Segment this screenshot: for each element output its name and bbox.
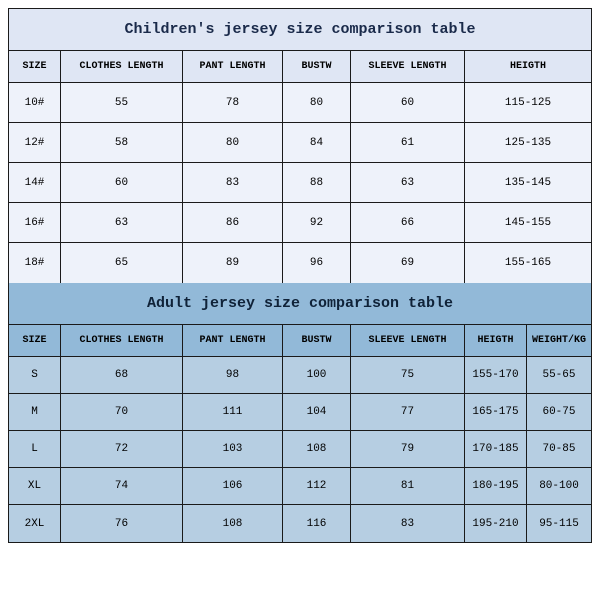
- cell-value: 70: [61, 394, 183, 430]
- col-heigth: HEIGTH: [465, 51, 591, 82]
- table-row: L 72 103 108 79 170-185 70-85: [9, 431, 591, 468]
- cell-value: 170-185: [465, 431, 527, 467]
- cell-value: 76: [61, 505, 183, 542]
- col-bustw: BUSTW: [283, 325, 351, 356]
- cell-value: 80-100: [527, 468, 591, 504]
- col-clothes-length: CLOTHES LENGTH: [61, 325, 183, 356]
- cell-size: 16#: [9, 203, 61, 242]
- col-heigth: HEIGTH: [465, 325, 527, 356]
- cell-value: 83: [183, 163, 283, 202]
- cell-value: 84: [283, 123, 351, 162]
- cell-value: 103: [183, 431, 283, 467]
- col-sleeve-length: SLEEVE LENGTH: [351, 51, 465, 82]
- cell-value: 58: [61, 123, 183, 162]
- cell-value: 145-155: [465, 203, 591, 242]
- cell-value: 100: [283, 357, 351, 393]
- table-row: 14# 60 83 88 63 135-145: [9, 163, 591, 203]
- cell-value: 135-145: [465, 163, 591, 202]
- adult-table: Adult jersey size comparison table SIZE …: [9, 283, 591, 542]
- cell-value: 77: [351, 394, 465, 430]
- cell-value: 108: [283, 431, 351, 467]
- cell-value: 165-175: [465, 394, 527, 430]
- cell-size: 18#: [9, 243, 61, 283]
- cell-value: 63: [61, 203, 183, 242]
- table-row: M 70 111 104 77 165-175 60-75: [9, 394, 591, 431]
- cell-value: 116: [283, 505, 351, 542]
- cell-value: 125-135: [465, 123, 591, 162]
- cell-value: 69: [351, 243, 465, 283]
- cell-value: 111: [183, 394, 283, 430]
- cell-value: 61: [351, 123, 465, 162]
- cell-size: 12#: [9, 123, 61, 162]
- cell-value: 98: [183, 357, 283, 393]
- cell-value: 74: [61, 468, 183, 504]
- cell-value: 68: [61, 357, 183, 393]
- cell-value: 55: [61, 83, 183, 122]
- cell-value: 88: [283, 163, 351, 202]
- cell-size: 14#: [9, 163, 61, 202]
- cell-value: 112: [283, 468, 351, 504]
- children-title: Children's jersey size comparison table: [9, 9, 591, 51]
- col-size: SIZE: [9, 51, 61, 82]
- cell-value: 155-165: [465, 243, 591, 283]
- table-row: 18# 65 89 96 69 155-165: [9, 243, 591, 283]
- cell-value: 65: [61, 243, 183, 283]
- cell-value: 95-115: [527, 505, 591, 542]
- cell-value: 70-85: [527, 431, 591, 467]
- children-table: Children's jersey size comparison table …: [9, 9, 591, 283]
- cell-value: 108: [183, 505, 283, 542]
- cell-value: 96: [283, 243, 351, 283]
- cell-size: XL: [9, 468, 61, 504]
- cell-value: 180-195: [465, 468, 527, 504]
- table-row: XL 74 106 112 81 180-195 80-100: [9, 468, 591, 505]
- cell-value: 75: [351, 357, 465, 393]
- cell-size: M: [9, 394, 61, 430]
- cell-value: 83: [351, 505, 465, 542]
- col-sleeve-length: SLEEVE LENGTH: [351, 325, 465, 356]
- col-clothes-length: CLOTHES LENGTH: [61, 51, 183, 82]
- cell-value: 79: [351, 431, 465, 467]
- cell-value: 195-210: [465, 505, 527, 542]
- cell-value: 60: [351, 83, 465, 122]
- cell-size: L: [9, 431, 61, 467]
- adult-body: S 68 98 100 75 155-170 55-65 M 70 111 10…: [9, 357, 591, 542]
- col-pant-length: PANT LENGTH: [183, 51, 283, 82]
- cell-value: 80: [283, 83, 351, 122]
- cell-value: 60: [61, 163, 183, 202]
- table-row: 10# 55 78 80 60 115-125: [9, 83, 591, 123]
- cell-value: 78: [183, 83, 283, 122]
- table-row: 2XL 76 108 116 83 195-210 95-115: [9, 505, 591, 542]
- cell-value: 66: [351, 203, 465, 242]
- cell-value: 106: [183, 468, 283, 504]
- col-pant-length: PANT LENGTH: [183, 325, 283, 356]
- cell-size: 10#: [9, 83, 61, 122]
- children-body: 10# 55 78 80 60 115-125 12# 58 80 84 61 …: [9, 83, 591, 283]
- table-row: 12# 58 80 84 61 125-135: [9, 123, 591, 163]
- cell-value: 104: [283, 394, 351, 430]
- cell-value: 92: [283, 203, 351, 242]
- cell-value: 55-65: [527, 357, 591, 393]
- cell-value: 72: [61, 431, 183, 467]
- adult-title: Adult jersey size comparison table: [9, 283, 591, 325]
- cell-value: 81: [351, 468, 465, 504]
- col-weight: WEIGHT/KG: [527, 325, 591, 356]
- size-tables-container: Children's jersey size comparison table …: [8, 8, 592, 543]
- col-size: SIZE: [9, 325, 61, 356]
- cell-value: 115-125: [465, 83, 591, 122]
- cell-value: 89: [183, 243, 283, 283]
- children-header-row: SIZE CLOTHES LENGTH PANT LENGTH BUSTW SL…: [9, 51, 591, 83]
- adult-header-row: SIZE CLOTHES LENGTH PANT LENGTH BUSTW SL…: [9, 325, 591, 357]
- cell-value: 80: [183, 123, 283, 162]
- col-bustw: BUSTW: [283, 51, 351, 82]
- cell-value: 63: [351, 163, 465, 202]
- cell-value: 86: [183, 203, 283, 242]
- cell-value: 155-170: [465, 357, 527, 393]
- cell-size: S: [9, 357, 61, 393]
- table-row: S 68 98 100 75 155-170 55-65: [9, 357, 591, 394]
- table-row: 16# 63 86 92 66 145-155: [9, 203, 591, 243]
- cell-value: 60-75: [527, 394, 591, 430]
- cell-size: 2XL: [9, 505, 61, 542]
